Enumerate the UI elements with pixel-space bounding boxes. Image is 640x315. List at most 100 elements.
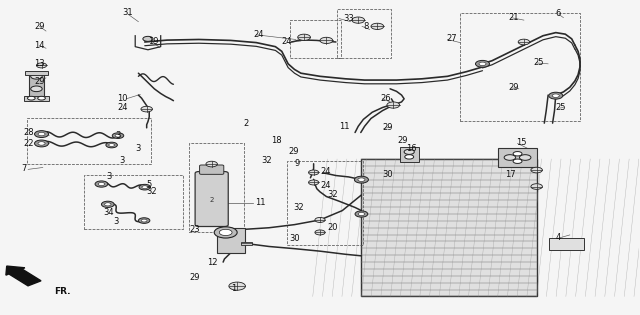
Bar (362, 159, 537, 296)
Text: 13: 13 (35, 59, 45, 68)
Text: 29: 29 (35, 77, 45, 85)
Text: 29: 29 (35, 22, 45, 31)
Circle shape (109, 144, 115, 146)
Circle shape (31, 73, 42, 79)
Bar (25, 71, 48, 75)
Circle shape (104, 203, 111, 206)
Circle shape (404, 149, 414, 154)
Circle shape (38, 142, 45, 145)
Text: 2: 2 (209, 197, 214, 203)
Text: 29: 29 (508, 83, 518, 92)
Bar (27, 118, 151, 164)
Text: 17: 17 (505, 170, 515, 179)
Text: 12: 12 (207, 258, 218, 267)
Circle shape (308, 170, 319, 175)
Circle shape (115, 134, 121, 137)
Circle shape (141, 106, 152, 112)
Text: 3: 3 (106, 172, 112, 181)
Bar (399, 146, 419, 162)
Text: 27: 27 (446, 34, 457, 43)
Text: 21: 21 (508, 13, 518, 21)
Circle shape (99, 182, 104, 186)
Circle shape (38, 96, 45, 100)
Circle shape (214, 227, 237, 238)
Circle shape (101, 201, 114, 208)
Circle shape (355, 211, 368, 217)
Bar (29, 73, 44, 97)
Circle shape (112, 133, 124, 139)
Text: 29: 29 (288, 147, 299, 156)
Circle shape (358, 212, 365, 215)
Bar (460, 13, 580, 121)
Text: 16: 16 (406, 144, 417, 153)
Circle shape (387, 102, 399, 108)
Text: 32: 32 (328, 191, 339, 199)
Circle shape (298, 34, 310, 40)
Circle shape (518, 39, 530, 45)
Circle shape (38, 132, 45, 136)
Circle shape (229, 282, 246, 290)
Circle shape (404, 155, 413, 159)
Text: 23: 23 (189, 225, 200, 234)
Bar (290, 20, 341, 58)
Circle shape (548, 92, 563, 99)
Circle shape (95, 181, 108, 187)
Circle shape (220, 229, 232, 236)
Text: 32: 32 (294, 203, 304, 212)
Text: 29: 29 (189, 273, 200, 282)
Text: 15: 15 (516, 138, 527, 147)
Circle shape (308, 180, 319, 185)
Circle shape (315, 217, 325, 222)
Text: 33: 33 (344, 14, 355, 23)
Bar (549, 238, 584, 250)
Text: 3: 3 (119, 156, 125, 165)
Text: 29: 29 (397, 136, 408, 145)
Text: 11: 11 (339, 122, 349, 131)
Text: 3: 3 (115, 131, 120, 140)
Text: 24: 24 (282, 37, 292, 47)
Text: 3: 3 (113, 217, 118, 226)
Text: 1: 1 (231, 284, 236, 293)
Circle shape (552, 94, 559, 97)
Circle shape (36, 63, 47, 68)
Circle shape (371, 23, 384, 30)
Bar (189, 143, 244, 232)
Circle shape (531, 167, 542, 173)
Text: 7: 7 (22, 164, 27, 173)
Circle shape (138, 218, 150, 223)
Bar (84, 175, 183, 229)
Bar (24, 96, 49, 101)
Circle shape (106, 142, 117, 148)
Text: 5: 5 (147, 180, 152, 189)
Circle shape (35, 140, 49, 147)
Text: 28: 28 (24, 128, 35, 137)
Circle shape (28, 96, 35, 100)
Circle shape (31, 86, 42, 92)
Circle shape (513, 159, 522, 163)
Text: 25: 25 (556, 103, 566, 112)
Text: 32: 32 (147, 187, 157, 196)
Circle shape (513, 152, 522, 156)
Circle shape (520, 155, 531, 160)
Circle shape (143, 36, 153, 41)
Text: 25: 25 (534, 58, 544, 67)
Text: 30: 30 (289, 234, 300, 243)
Bar (217, 228, 245, 253)
Bar (337, 9, 392, 58)
Text: 24: 24 (320, 181, 330, 190)
Bar (499, 148, 537, 167)
Text: 22: 22 (24, 139, 34, 148)
Circle shape (355, 176, 369, 183)
Circle shape (358, 178, 365, 181)
Circle shape (35, 131, 49, 138)
Text: 9: 9 (294, 159, 300, 168)
Text: 20: 20 (328, 223, 338, 232)
Circle shape (206, 161, 218, 167)
Text: 31: 31 (122, 8, 133, 17)
FancyBboxPatch shape (200, 165, 224, 175)
Text: 8: 8 (364, 22, 369, 31)
Circle shape (352, 17, 365, 23)
Text: 32: 32 (261, 156, 272, 165)
Text: 11: 11 (255, 198, 266, 207)
Circle shape (142, 186, 148, 189)
